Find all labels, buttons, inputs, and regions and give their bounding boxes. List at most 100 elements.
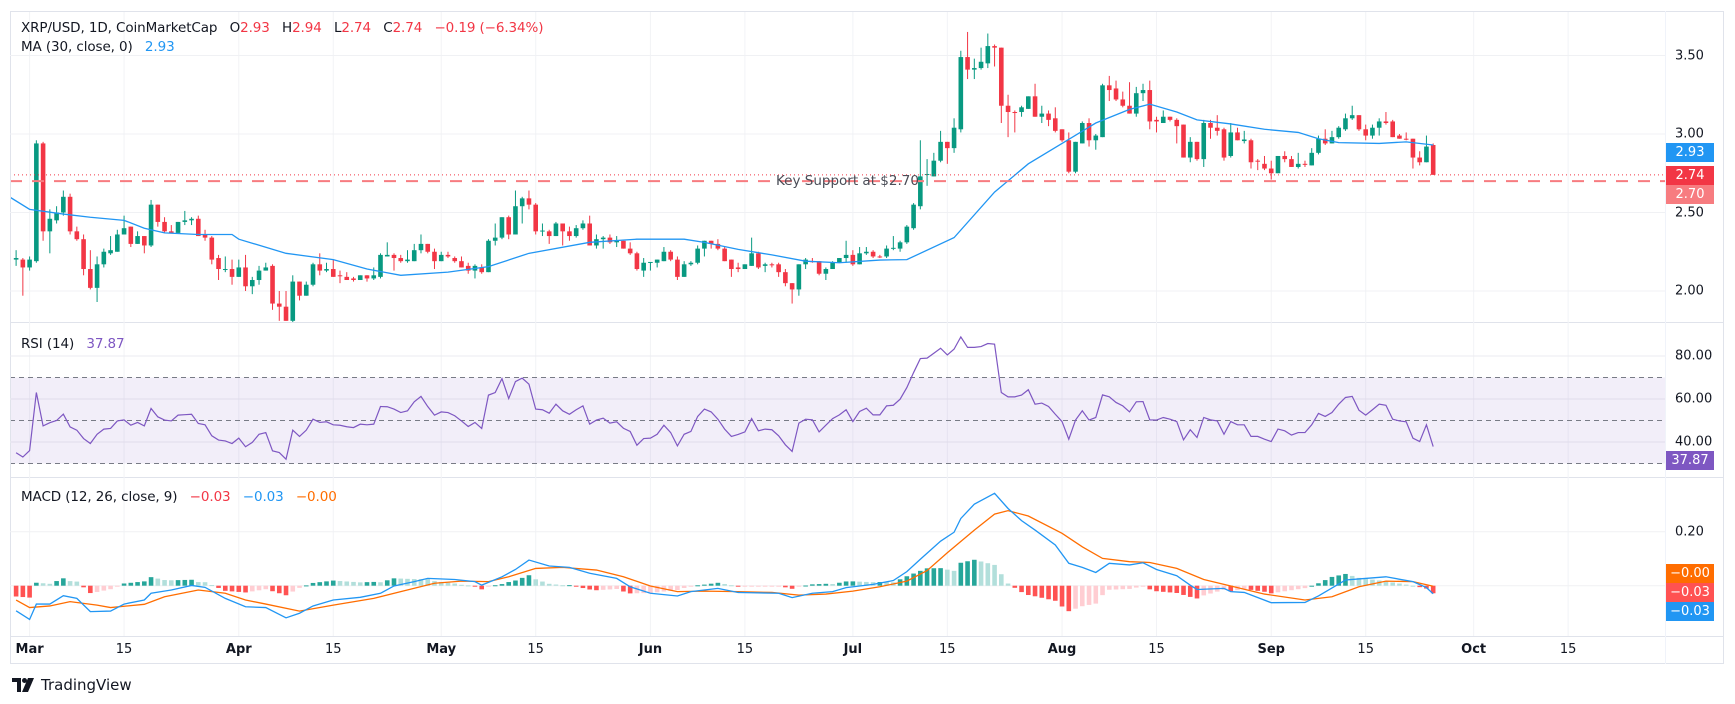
candle-body [506, 217, 512, 235]
candle-body [600, 237, 606, 240]
candle-body [985, 46, 991, 64]
candle-body [479, 267, 485, 273]
candle-body [398, 258, 404, 262]
candle [162, 217, 167, 233]
macd-histogram-bar [1086, 585, 1092, 605]
candle [999, 47, 1004, 124]
candle [1262, 155, 1267, 171]
candle-body [999, 47, 1004, 106]
macd-histogram-bar [742, 585, 748, 587]
macd-histogram-bar [1363, 578, 1369, 586]
macd-histogram-bar [81, 585, 86, 588]
candle-body [877, 256, 883, 258]
key-support-annotation[interactable]: Key Support at $2.70 [776, 173, 919, 189]
candle [1026, 96, 1031, 109]
candle [121, 215, 127, 235]
candle-body [1309, 152, 1315, 166]
candle-body [641, 262, 646, 271]
macd-histogram-bar [40, 583, 46, 586]
candle-body [1316, 138, 1321, 153]
ma-legend[interactable]: MA (30, close, 0) 2.93 [21, 39, 175, 55]
macd-histogram-bar [1032, 585, 1038, 597]
candle-body [648, 261, 653, 263]
macd-histogram-bar [1248, 585, 1254, 590]
macd-histogram-bar [1228, 585, 1234, 592]
candle [1343, 113, 1348, 131]
macd-pane[interactable] [13, 492, 1436, 621]
candle [1140, 83, 1146, 102]
candle [1241, 130, 1247, 144]
candle [843, 240, 849, 263]
macd-histogram-bar [1012, 585, 1018, 588]
candle [965, 31, 970, 80]
candle-body [1268, 168, 1274, 174]
macd-histogram-bar [148, 577, 154, 586]
candle [634, 251, 640, 271]
candle-body [931, 160, 937, 177]
macd-histogram-bar [303, 585, 309, 587]
macd-histogram-bar [837, 582, 842, 586]
candle-body [843, 254, 849, 259]
macd-histogram-bar [546, 583, 552, 586]
candle [479, 264, 485, 274]
open-value: 2.93 [240, 20, 270, 36]
candle-body [364, 275, 370, 279]
candle-body [681, 264, 687, 277]
candle [13, 250, 19, 266]
candle [1410, 138, 1416, 169]
candle [1390, 119, 1395, 138]
macd-histogram-bar [13, 585, 19, 597]
macd-histogram-bar [465, 585, 471, 587]
candle [384, 242, 390, 257]
candle-body [1390, 121, 1395, 138]
candle-body [911, 204, 916, 229]
candle-body [951, 127, 957, 149]
candle-body [992, 46, 997, 48]
candle-body [499, 217, 505, 238]
candle [668, 250, 673, 262]
candle-body [459, 261, 464, 268]
macd-histogram-bar [924, 568, 930, 586]
rsi-pane[interactable] [10, 335, 1665, 464]
candle [222, 256, 228, 273]
price-pane[interactable] [9, 31, 1665, 322]
ma-value: 2.93 [144, 39, 175, 55]
tradingview-logo[interactable]: TradingView [12, 676, 132, 694]
macd-histogram-bar [1397, 583, 1402, 586]
macd-histogram-bar [492, 585, 498, 587]
candle-body [371, 275, 377, 279]
macd-legend[interactable]: MACD (12, 26, close, 9) −0.03 −0.03 −0.0… [21, 489, 337, 505]
macd-histogram-bar [270, 585, 275, 592]
candle-body [1275, 155, 1281, 174]
candle [1349, 105, 1355, 120]
candle [283, 291, 289, 321]
candle [303, 281, 309, 296]
symbol-legend[interactable]: XRP/USD, 1D, CoinMarketCap O2.93 H2.94 L… [21, 20, 544, 36]
candle [196, 215, 201, 237]
candle [972, 58, 977, 80]
candle [425, 243, 431, 254]
macd-histogram-bar [708, 583, 714, 586]
candle [904, 225, 910, 244]
symbol-title: XRP/USD, 1D, CoinMarketCap [21, 20, 218, 36]
candle-body [1214, 127, 1220, 131]
candle [155, 204, 161, 227]
macd-histogram-bar [1160, 585, 1166, 592]
candle [776, 262, 781, 277]
candle-body [1079, 123, 1085, 144]
macd-histogram-bar [931, 568, 937, 586]
rsi-value-tag: 37.87 [1666, 451, 1714, 470]
macd-histogram-bar [810, 584, 815, 586]
candle [607, 234, 613, 244]
price-axis-label: 2.00 [1675, 283, 1704, 299]
candle-body [438, 254, 444, 262]
rsi-legend[interactable]: RSI (14) 37.87 [21, 336, 125, 352]
macd-histogram-bar [236, 585, 242, 592]
candle-body [256, 270, 262, 281]
candle [1289, 155, 1294, 167]
macd-histogram-bar [290, 585, 296, 592]
last-price-tag: 2.74 [1666, 166, 1714, 185]
candle-body [236, 267, 242, 277]
candle [519, 196, 525, 224]
